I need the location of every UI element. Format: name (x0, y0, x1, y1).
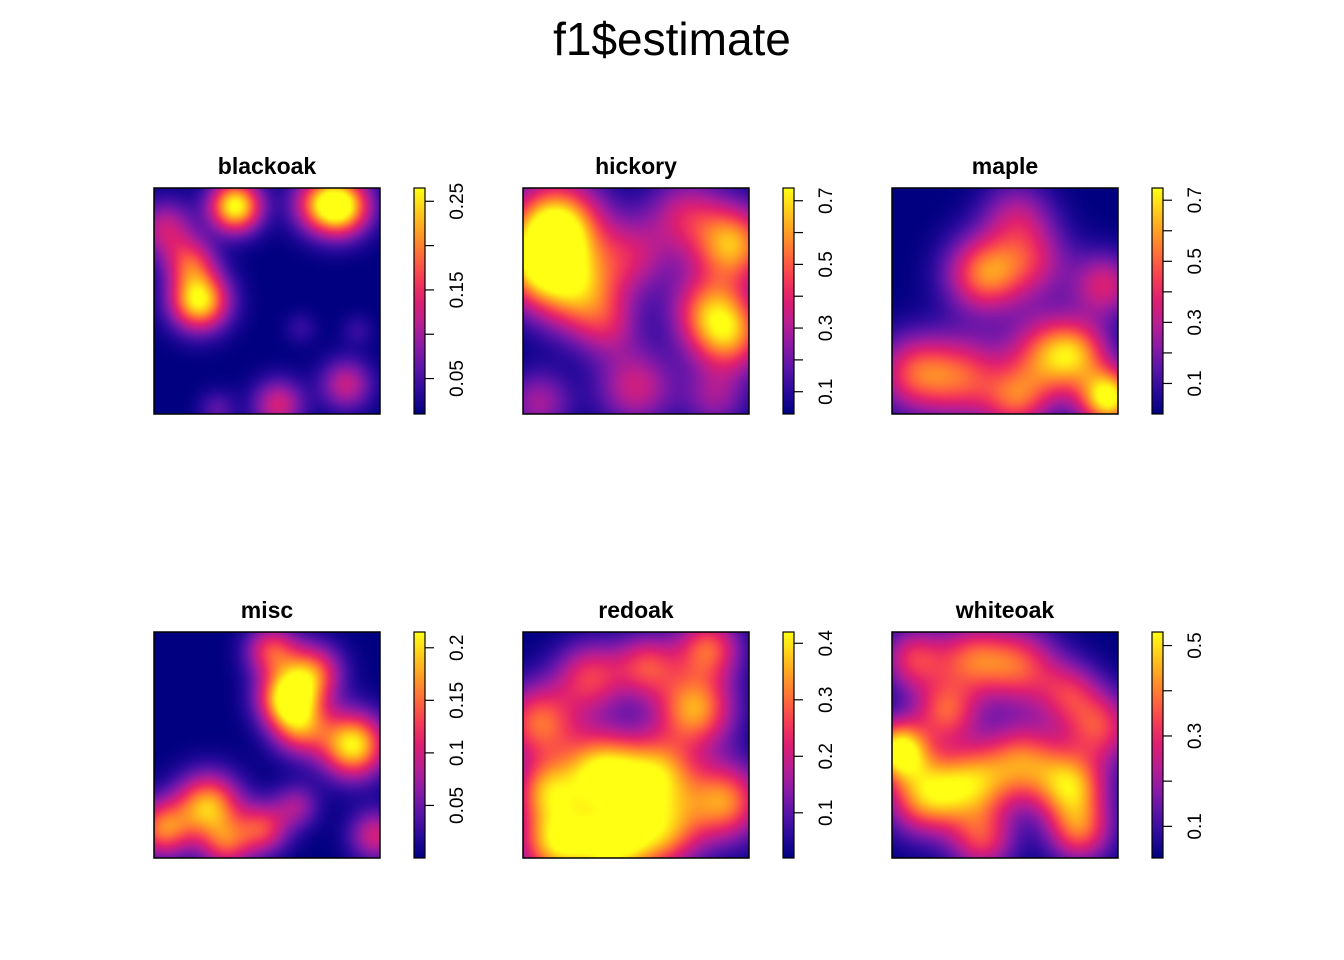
heatmap-whiteoak (892, 632, 1118, 858)
colorbar-blackoak (413, 187, 426, 415)
colorbar-maple (1151, 187, 1164, 415)
colorbar-tick-label: 0.05 (447, 787, 468, 824)
heatmap-misc (154, 632, 380, 858)
colorbar-tick-label: 0.3 (1185, 309, 1206, 335)
panel-title-blackoak: blackoak (218, 153, 317, 179)
colorbar-tick-label: 0.3 (816, 687, 837, 713)
colorbar-tick-label: 0.5 (816, 251, 837, 277)
colorbar-tick-label: 0.5 (1185, 248, 1206, 274)
panel-title-maple: maple (972, 153, 1038, 179)
heatmap-frame (153, 631, 381, 859)
colorbar-tick-label: 0.1 (816, 800, 837, 826)
colorbar-misc (413, 631, 426, 859)
colorbar-tick-label: 0.3 (816, 315, 837, 341)
panel-title-misc: misc (241, 597, 294, 623)
colorbar-tick-label: 0.1 (1185, 813, 1206, 839)
colorbar-tick-label: 0.15 (447, 682, 468, 719)
panel-title-redoak: redoak (598, 597, 674, 623)
colorbar-tick-label: 0.7 (1185, 187, 1206, 213)
panel-misc: misc 0.05 0.1 0.15 0.2 (153, 597, 468, 859)
panel-maple: maple 0.1 0.3 0.5 0.7 (891, 153, 1206, 415)
heatmap-frame (891, 187, 1119, 415)
colorbar-tick-label: 0.25 (447, 183, 468, 220)
panel-hickory: hickory 0.1 0.3 0.5 0.7 (522, 153, 837, 415)
colorbar-hickory (782, 187, 795, 415)
panel-whiteoak: whiteoak 0.1 0.3 0.5 (891, 597, 1206, 859)
heatmap-frame (522, 187, 750, 415)
heatmap-frame (522, 631, 750, 859)
heatmap-hickory (523, 188, 749, 414)
colorbar-tick-label: 0.15 (447, 271, 468, 308)
heatmap-blackoak (154, 188, 380, 414)
colorbar-tick-label: 0.5 (1185, 632, 1206, 658)
colorbar-whiteoak (1151, 631, 1164, 859)
colorbar-tick-label: 0.2 (447, 635, 468, 661)
panel-title-whiteoak: whiteoak (955, 597, 1055, 623)
colorbar-tick-label: 0.7 (816, 188, 837, 214)
heatmap-maple (892, 188, 1118, 414)
colorbar-tick-label: 0.2 (816, 743, 837, 769)
colorbar-redoak (782, 631, 795, 859)
panel-redoak: redoak 0.1 0.2 0.3 0.4 (522, 597, 837, 859)
colorbar-tick-label: 0.1 (816, 379, 837, 405)
heatmap-redoak (523, 632, 749, 858)
heatmap-frame (153, 187, 381, 415)
panel-blackoak: blackoak 0.05 0.15 0.25 (153, 153, 468, 415)
colorbar-tick-label: 0.1 (1185, 370, 1206, 396)
page-title: f1$estimate (553, 13, 791, 65)
heatmap-frame (891, 631, 1119, 859)
colorbar-tick-label: 0.1 (447, 740, 468, 766)
colorbar-tick-label: 0.05 (447, 360, 468, 397)
colorbar-tick-label: 0.4 (816, 630, 837, 657)
colorbar-tick-label: 0.3 (1185, 723, 1206, 749)
panel-title-hickory: hickory (595, 153, 677, 179)
